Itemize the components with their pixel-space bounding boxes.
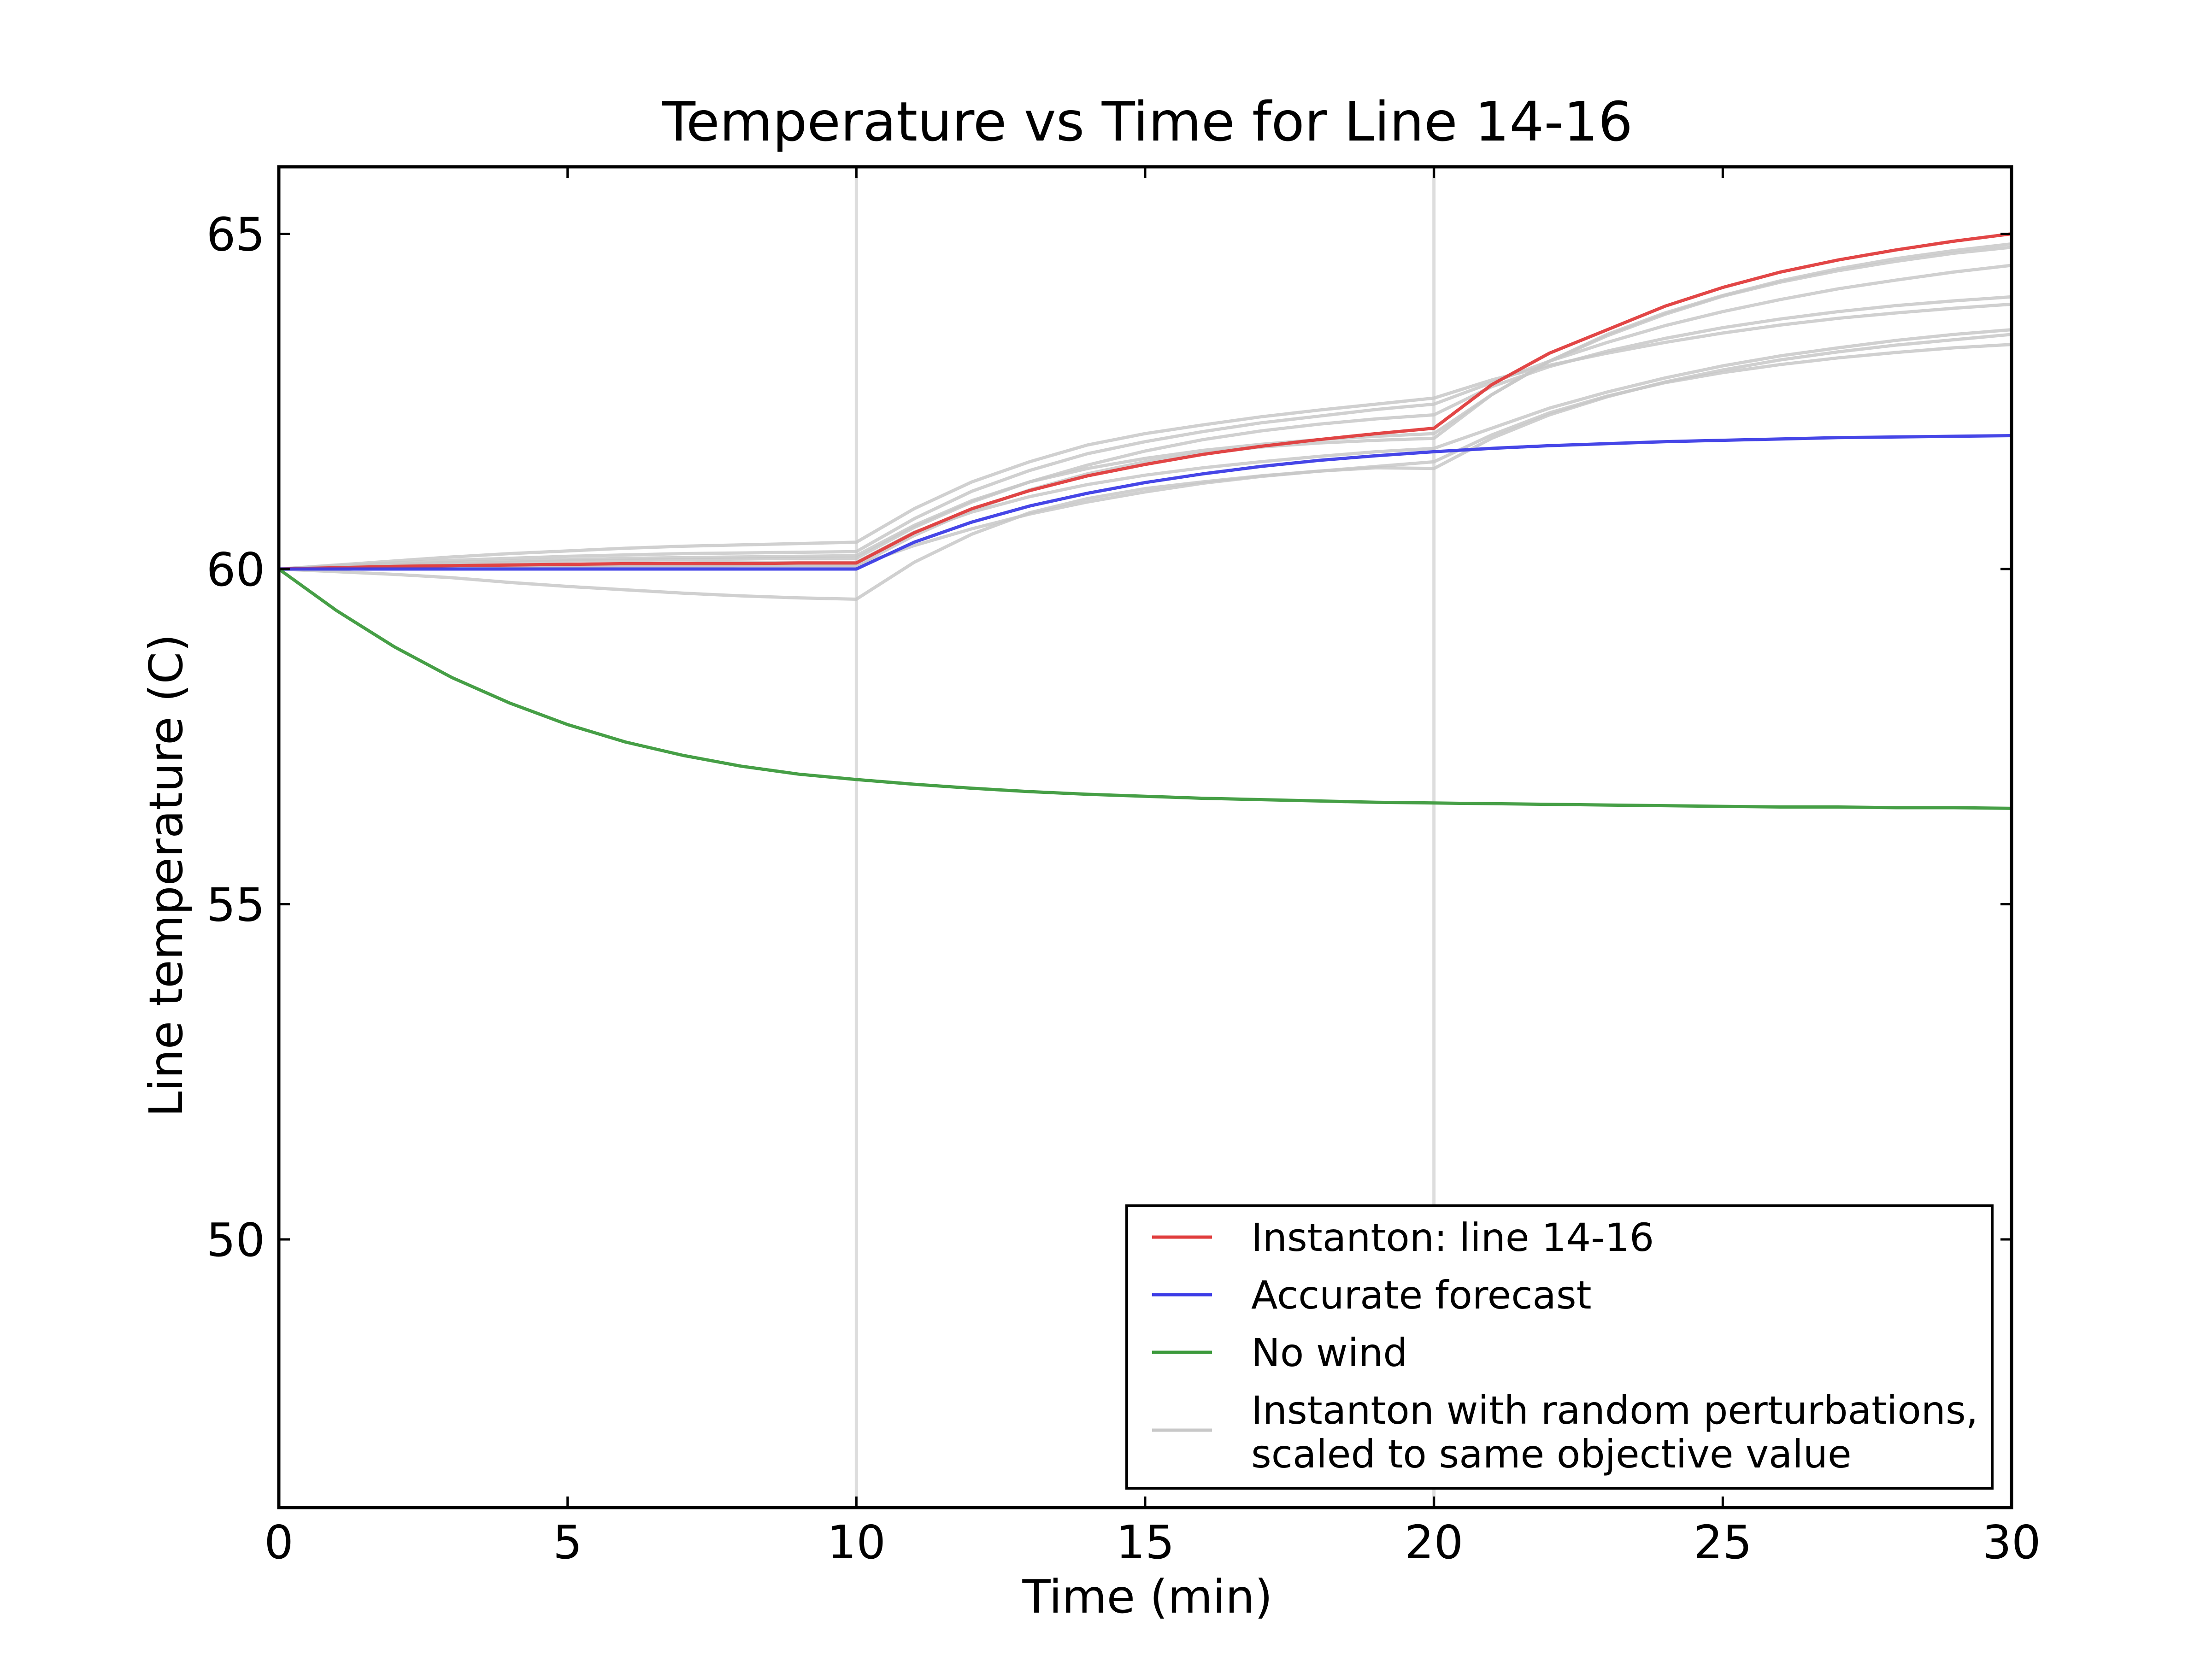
y-tick-label-55: 55 [206,878,265,932]
x-tick-label-5: 5 [553,1515,582,1569]
plot-series [277,232,2012,810]
x-tick-label-25: 25 [1694,1515,1752,1569]
axis-ticks: 0 5 10 15 20 25 30 50 55 60 65 [206,167,2041,1569]
x-tick-label-0: 0 [264,1515,294,1569]
x-tick-label-15: 15 [1116,1515,1174,1569]
x-axis-label: Time (min) [1022,1570,1272,1624]
x-tick-label-30: 30 [1982,1515,2041,1569]
x-tick-label-20: 20 [1405,1515,1463,1569]
legend-label-instanton-with-random-perturbations: Instanton with random perturbations, [1251,1388,1978,1433]
series-no-wind [277,568,2012,810]
y-tick-label-60: 60 [206,543,265,597]
legend-frame [1125,1204,1994,1490]
series-perturbation-6 [278,246,2012,571]
series-perturbation-4 [278,333,2012,601]
series-accurate-forecast [279,434,2012,571]
series-perturbation-10 [278,242,2012,571]
series-perturbation-3 [278,302,2012,571]
series-perturbation-5 [278,264,2012,571]
legend-label-no-wind: No wind [1251,1330,1408,1375]
x-tick-label-10: 10 [827,1515,886,1569]
legend-label-accurate-forecast: Accurate forecast [1251,1273,1592,1318]
series-perturbation-9 [278,295,2012,571]
y-axis-label: Line temperature (C) [139,634,193,1117]
legend-label-instanton-with-random-perturbations-line2: scaled to same objective value [1251,1432,1852,1477]
series-instanton-line-14-16 [278,232,2012,571]
legend-label-instanton-line-14-16: Instanton: line 14-16 [1251,1215,1654,1260]
legend: Instanton: line 14-16 Accurate forecast No… [1125,1204,1994,1490]
chart-title: Temperature vs Time for Line 14-16 [662,90,1633,153]
y-tick-label-65: 65 [206,208,265,262]
series-perturbation-8 [278,343,2012,571]
y-tick-label-50: 50 [206,1213,265,1267]
